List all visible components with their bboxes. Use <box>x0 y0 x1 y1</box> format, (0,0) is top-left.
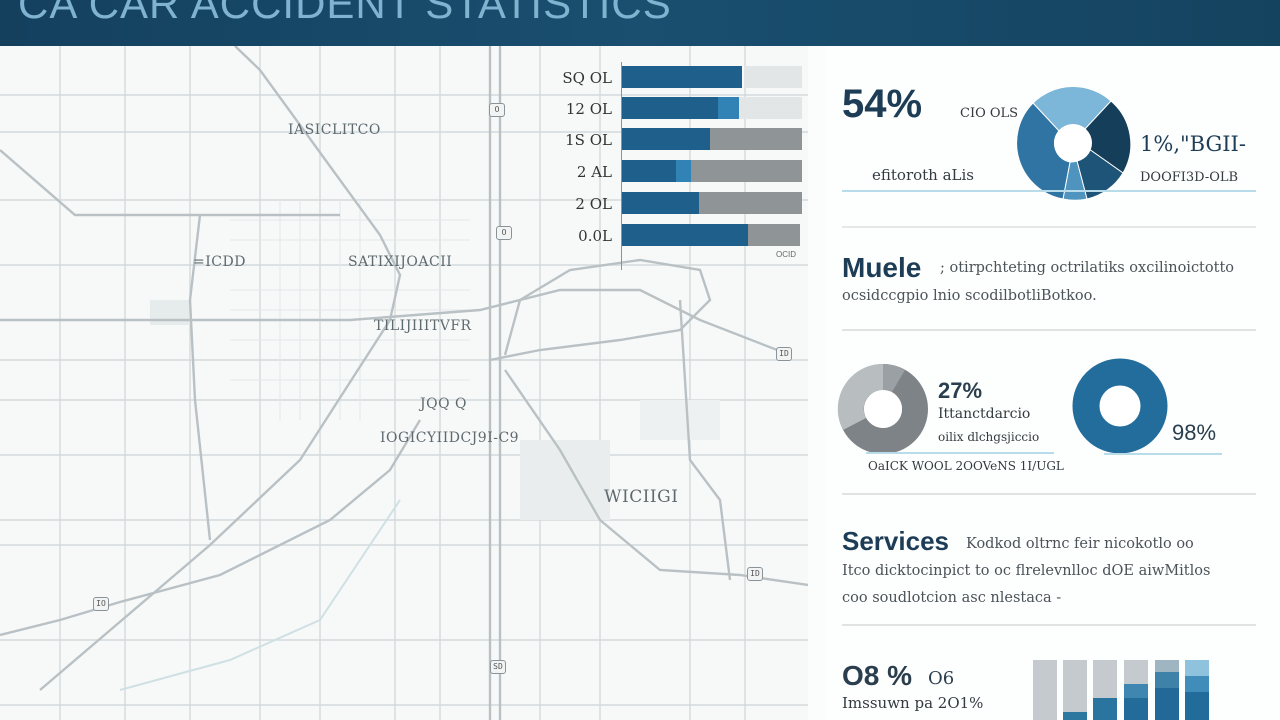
bar-accent <box>676 160 691 182</box>
bottom-stat-caption: Imssuwn pa 2O1% <box>842 694 984 712</box>
bar-label: 2 AL <box>576 163 612 181</box>
services-body-line1: Kodkod oltrnc feir nicokotlo oo <box>966 536 1194 552</box>
blue-donut-chart <box>1072 358 1168 454</box>
highway-shield-icon: ID <box>776 347 792 361</box>
bar-label: 0.0L <box>578 227 612 245</box>
services-body-line3: coo soudlotcion asc nlestaca - <box>842 590 1062 606</box>
map-label: IOGICYIIDCJ9I-C9 <box>380 430 520 446</box>
header-banner: CA CAR ACCIDENT STATISTICS <box>0 0 1280 46</box>
muele-body-line2: ocsidccgpio lnio scodilbotliBotkoo. <box>842 288 1097 304</box>
bar-primary <box>622 128 710 150</box>
bar-remainder <box>744 66 802 88</box>
divider <box>842 624 1256 626</box>
top-stat-value-right: 1%,"BGII- <box>1140 132 1246 156</box>
city-map[interactable]: IASICLITCO =ICDD SATIXIJOACII TILIJIIITV… <box>0 46 808 720</box>
highway-shield-icon: O <box>489 103 505 117</box>
bottom-stat-percent: O8 % <box>842 660 913 691</box>
mini-bar <box>1063 660 1087 720</box>
ring-right-percent: 98% <box>1172 420 1217 445</box>
top-stat-caption-left: efitoroth aLis <box>872 166 974 184</box>
bar-accent <box>718 97 739 119</box>
bar-remainder <box>699 192 802 214</box>
divider <box>842 329 1256 331</box>
divider <box>842 226 1256 228</box>
top-donut-chart <box>1016 86 1132 201</box>
mini-bar <box>1093 660 1117 720</box>
bar-row: SQ OL <box>560 66 808 90</box>
divider <box>866 452 1054 454</box>
bar-row: 1S OL <box>560 128 808 152</box>
map-label: TILIJIIITVFR <box>374 318 472 334</box>
highway-shield-icon: IO <box>93 597 109 611</box>
divider <box>842 493 1256 495</box>
services-title: Services <box>842 526 949 556</box>
bar-primary <box>622 66 742 88</box>
services-body-line2: Itco dicktocinpict to oc flrelevnlloc dO… <box>842 563 1211 579</box>
highway-shield-icon: ID <box>747 567 763 581</box>
bar-primary <box>622 160 676 182</box>
bar-remainder <box>710 128 802 150</box>
page-title: CA CAR ACCIDENT STATISTICS <box>18 0 672 27</box>
mini-bar <box>1033 660 1057 720</box>
muele-title: Muele <box>842 252 922 283</box>
bar-row: 12 OL <box>560 97 808 121</box>
bar-remainder <box>748 224 800 246</box>
map-label: =ICDD <box>193 254 246 270</box>
bar-primary <box>622 97 718 119</box>
highway-shield-icon: O <box>496 226 512 240</box>
map-label: IASICLITCO <box>288 122 381 138</box>
bar-row: 2 AL <box>560 160 808 184</box>
map-label: JQQ Q <box>420 396 467 412</box>
bar-remainder <box>691 160 802 182</box>
bar-primary <box>622 224 748 246</box>
map-label: SATIXIJOACII <box>348 254 453 270</box>
ring-left-percent: 27% <box>938 378 983 403</box>
ring-left-caption2: oilix dlchgsjiccio <box>938 430 1040 444</box>
bar-remainder <box>739 97 802 119</box>
top-stat-caption-right: CIO OLS <box>960 106 1019 121</box>
divider <box>1104 453 1222 455</box>
bar-primary <box>622 192 699 214</box>
bar-axis-note: OCID <box>776 250 796 259</box>
bar-row: 2 OL <box>560 192 808 216</box>
top-stat-percent: 54% <box>842 82 923 126</box>
bar-row: 0.0L <box>560 224 808 248</box>
bottom-stat-suffix: O6 <box>928 668 955 689</box>
mini-bar <box>1185 660 1209 720</box>
horizontal-bar-chart: SQ OL 12 OL 1S OL 2 AL 2 OL <box>560 62 808 262</box>
bar-label: 2 OL <box>575 195 612 213</box>
mini-bar <box>1124 660 1148 720</box>
bar-chart-axis <box>621 62 622 270</box>
map-label: WICIIGI <box>604 487 679 507</box>
bar-label: SQ OL <box>562 69 612 87</box>
bar-label: 12 OL <box>565 100 612 118</box>
map-roads <box>0 46 808 720</box>
divider <box>842 190 1256 192</box>
ring-left-footer: OaICK WOOL 2OOVeNS 1I/UGL <box>868 459 1064 473</box>
bar-label: 1S OL <box>565 131 612 149</box>
top-stat-caption-bottom-right: DOOFI3D-OLB <box>1140 170 1239 185</box>
ring-left-caption1: Ittanctdarcio <box>938 406 1031 422</box>
gray-donut-chart <box>837 363 928 454</box>
highway-shield-icon: SD <box>490 660 506 674</box>
mini-bar <box>1155 660 1179 720</box>
muele-body-line1: ; otirpchteting octrilatiks oxcilinoicto… <box>940 260 1235 276</box>
